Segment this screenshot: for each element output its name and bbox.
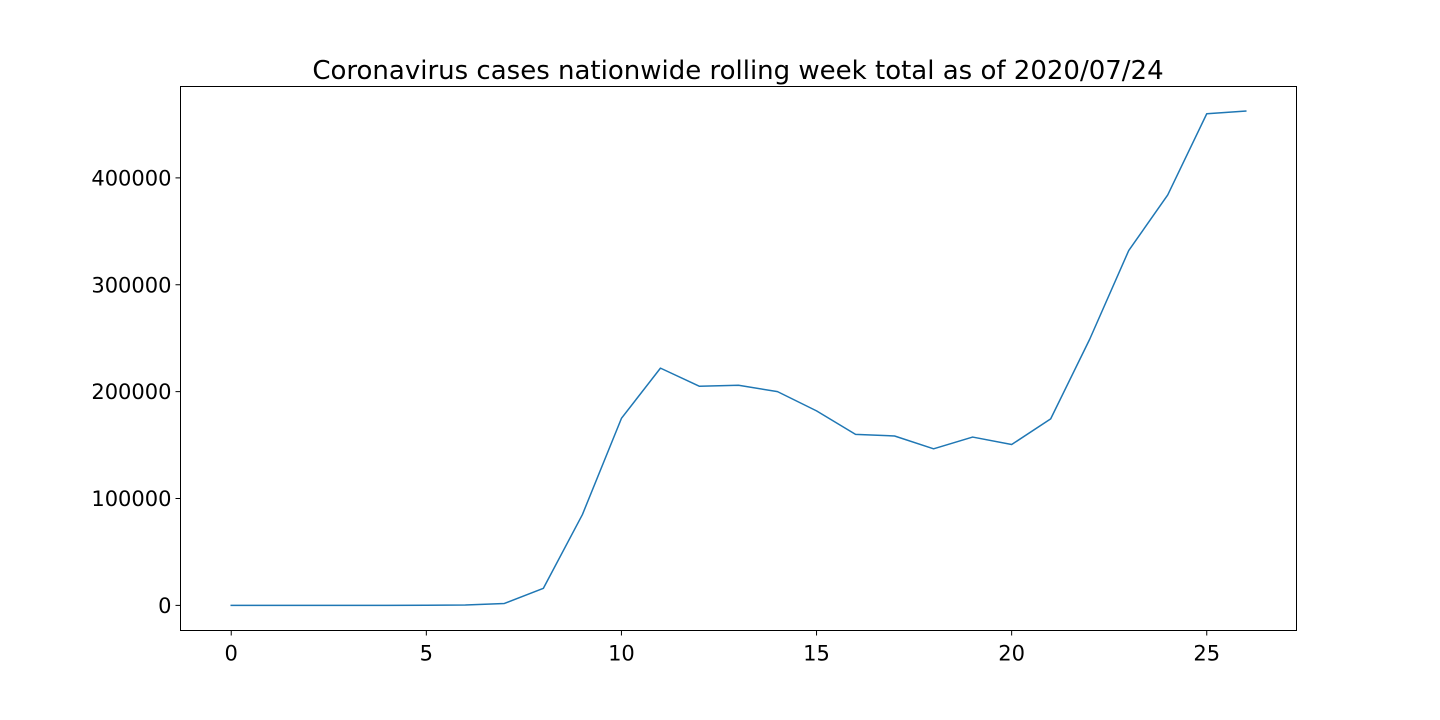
axes-frame <box>180 86 1297 631</box>
y-tick-label: 400000 <box>91 166 171 190</box>
y-axis: 0 100000 200000 300000 400000 <box>91 166 181 618</box>
y-tick-label: 100000 <box>91 487 171 511</box>
x-tick-label: 20 <box>998 642 1025 666</box>
x-tick-label: 10 <box>608 642 635 666</box>
x-tick-label: 15 <box>803 642 830 666</box>
chart-title: Coronavirus cases nationwide rolling wee… <box>312 56 1163 86</box>
x-tick-label: 5 <box>420 642 433 666</box>
x-tick-label: 25 <box>1193 642 1220 666</box>
series-line-0 <box>230 110 1247 607</box>
y-tick-label: 0 <box>158 594 171 618</box>
plot-area <box>230 110 1247 607</box>
x-axis: 0 5 10 15 20 25 <box>225 630 1220 666</box>
y-tick-label: 300000 <box>91 273 171 297</box>
y-tick-label: 200000 <box>91 380 171 404</box>
x-tick-label: 0 <box>225 642 238 666</box>
